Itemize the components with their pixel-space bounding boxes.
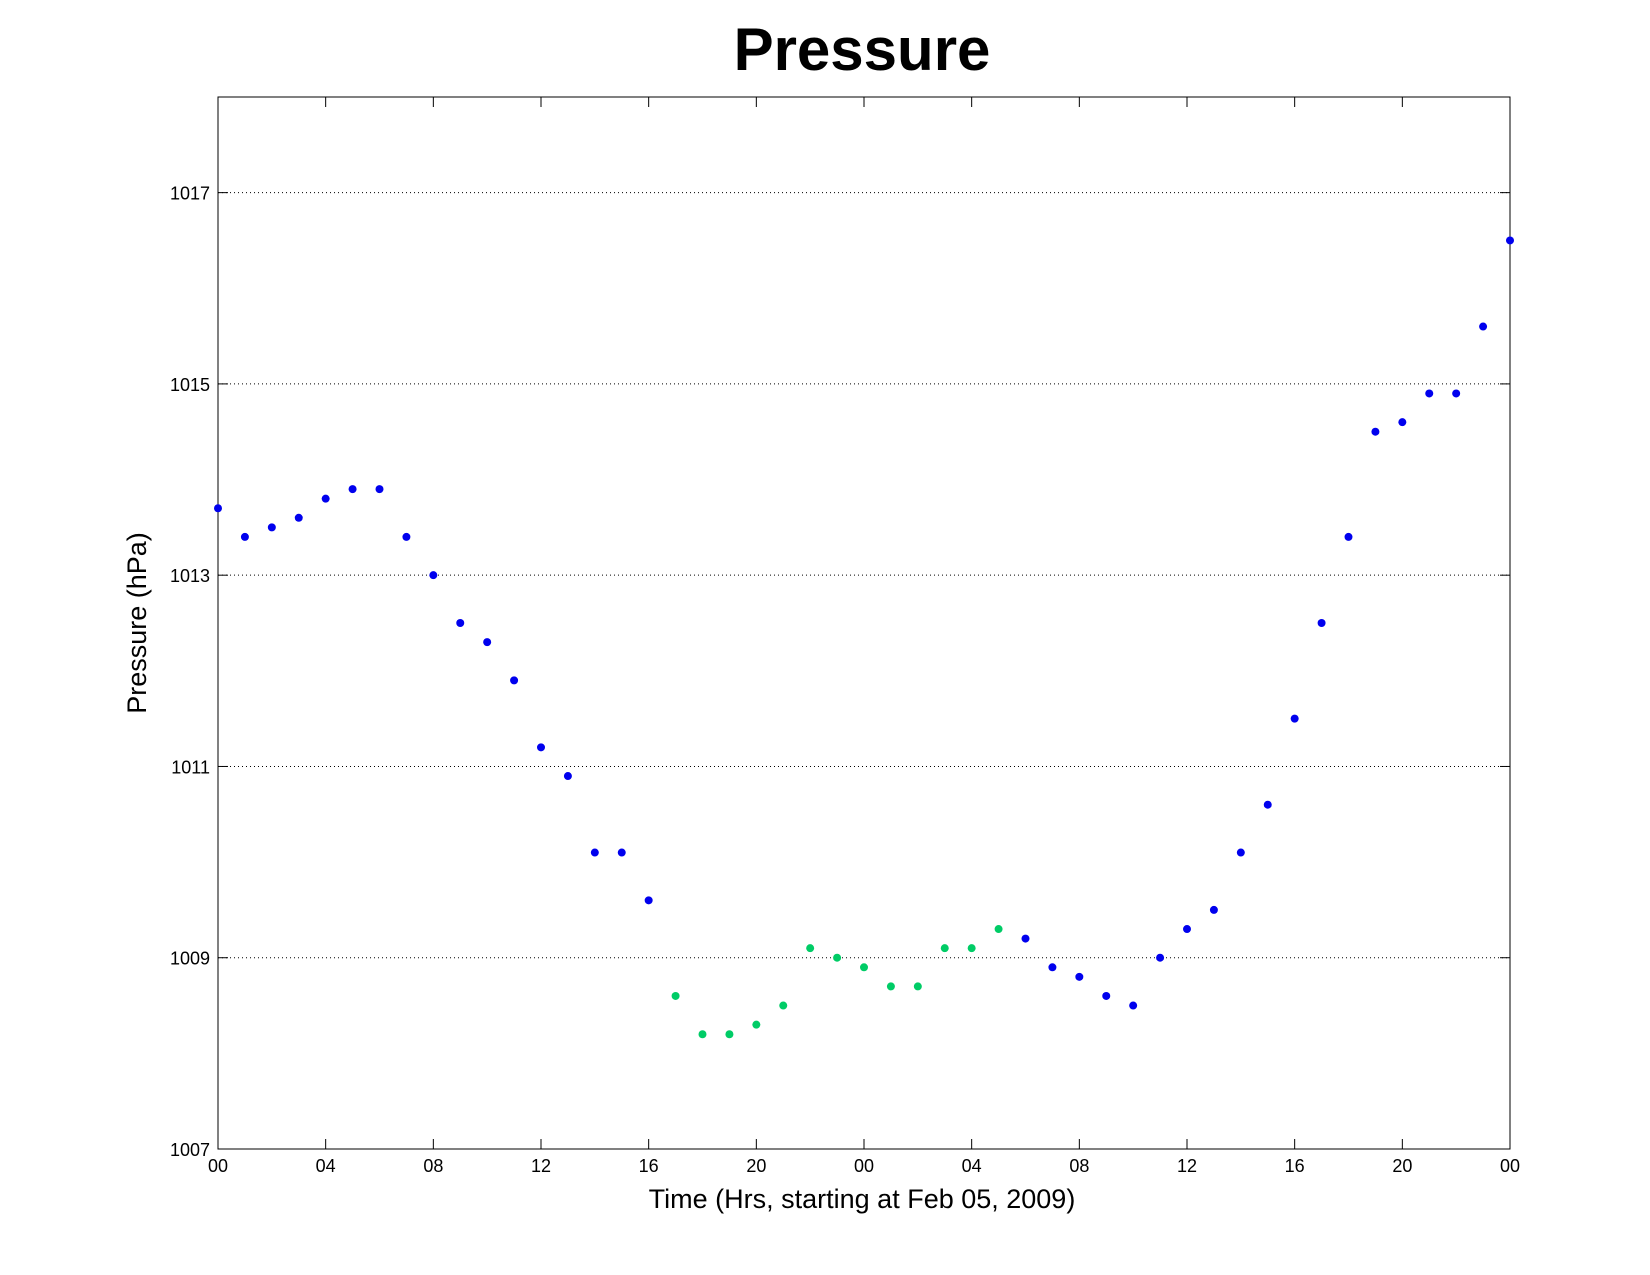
- data-point: [833, 953, 842, 962]
- data-point: [1102, 991, 1111, 1000]
- y-axis-label: Pressure (hPa): [122, 532, 152, 714]
- x-tick-label: 20: [746, 1156, 766, 1176]
- y-tick-label: 1011: [171, 757, 210, 777]
- y-tick-label: 1013: [170, 566, 210, 586]
- data-point: [456, 619, 465, 627]
- data-point: [590, 848, 599, 857]
- data-point: [267, 523, 276, 532]
- data-point: [402, 532, 411, 541]
- data-point: [537, 743, 545, 752]
- data-point: [1452, 389, 1461, 398]
- data-point: [806, 944, 815, 953]
- y-axis-tick-labels: 1007 1009 1011 1013 1015 1017: [170, 184, 210, 1160]
- data-point: [348, 485, 357, 494]
- data-point: [375, 485, 384, 494]
- y-tick-label: 1009: [170, 949, 210, 969]
- chart-title: Pressure: [734, 16, 991, 83]
- axis-ticks: [217, 97, 1511, 1150]
- data-point: [1371, 427, 1380, 436]
- data-point: [1479, 322, 1488, 331]
- x-tick-label: 12: [531, 1156, 551, 1176]
- data-point: [1021, 934, 1030, 943]
- x-tick-label: 00: [208, 1156, 228, 1176]
- grid-lines: [218, 192, 1510, 959]
- data-point: [294, 513, 303, 522]
- data-point: [752, 1020, 761, 1029]
- data-point: [1129, 1001, 1138, 1010]
- data-point: [617, 848, 626, 857]
- data-point: [913, 982, 922, 991]
- x-tick-label: 00: [1500, 1156, 1520, 1176]
- x-tick-label: 16: [639, 1156, 659, 1176]
- data-point: [1075, 972, 1084, 981]
- y-tick-label: 1017: [170, 184, 210, 204]
- data-point: [1183, 925, 1191, 934]
- data-point: [779, 1001, 788, 1010]
- data-point: [860, 963, 868, 972]
- data-point: [1344, 532, 1353, 541]
- data-point: [1209, 905, 1218, 914]
- data-point: [1048, 963, 1057, 972]
- data-point: [1236, 848, 1245, 857]
- x-axis-label: Time (Hrs, starting at Feb 05, 2009): [649, 1184, 1076, 1214]
- data-point: [725, 1030, 734, 1039]
- data-point: [1317, 619, 1326, 627]
- data-point: [994, 925, 1003, 934]
- data-point: [698, 1030, 707, 1039]
- data-point: [886, 982, 895, 991]
- data-point: [940, 944, 949, 953]
- data-point: [483, 638, 492, 647]
- x-tick-label: 16: [1285, 1156, 1305, 1176]
- data-point: [429, 571, 438, 580]
- data-point: [671, 991, 680, 1000]
- x-tick-label: 00: [854, 1156, 874, 1176]
- data-point: [1156, 953, 1165, 962]
- data-point: [1263, 800, 1272, 809]
- data-point: [214, 504, 222, 513]
- data-point: [1425, 389, 1434, 398]
- data-point: [644, 896, 653, 905]
- x-tick-label: 12: [1177, 1156, 1197, 1176]
- x-tick-label: 20: [1392, 1156, 1412, 1176]
- x-axis-tick-labels: 00 04 08 12 16 20 00 04 08 12 16 20 00: [208, 1156, 1520, 1176]
- plot-area-frame: [217, 96, 1511, 1150]
- data-point: [1398, 418, 1407, 427]
- x-tick-label: 08: [423, 1156, 443, 1176]
- x-tick-label: 08: [1069, 1156, 1089, 1176]
- data-point: [510, 676, 519, 685]
- y-tick-label: 1007: [170, 1140, 210, 1160]
- data-point: [240, 532, 249, 541]
- data-point: [1506, 236, 1514, 245]
- data-point: [1290, 714, 1299, 723]
- data-points: [214, 236, 1514, 1039]
- data-point: [563, 772, 572, 781]
- y-tick-label: 1015: [170, 375, 210, 395]
- data-point: [321, 494, 330, 503]
- x-tick-label: 04: [316, 1156, 336, 1176]
- x-tick-label: 04: [962, 1156, 982, 1176]
- data-point: [967, 944, 976, 953]
